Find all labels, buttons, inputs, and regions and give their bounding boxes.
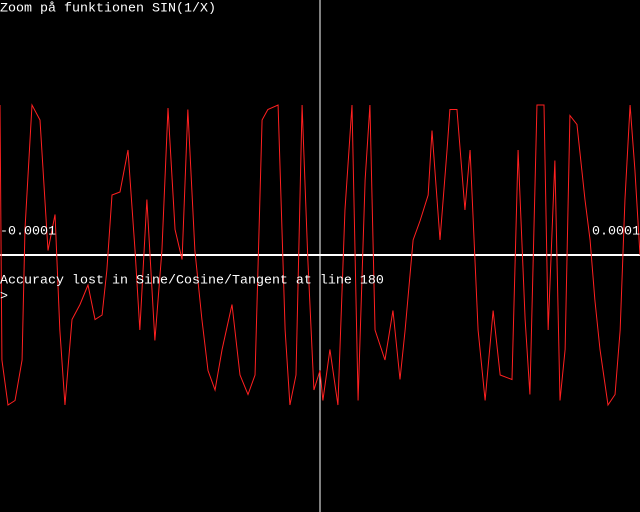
console-line: >	[0, 290, 8, 305]
x-tick-label: -0.0001	[0, 225, 56, 240]
curve	[0, 103, 640, 407]
chart-title: Zoom på funktionen SIN(1/X)	[0, 2, 216, 17]
x-tick-label: 0.0001	[592, 225, 640, 240]
console-line: Accuracy lost in Sine/Cosine/Tangent at …	[0, 274, 384, 289]
